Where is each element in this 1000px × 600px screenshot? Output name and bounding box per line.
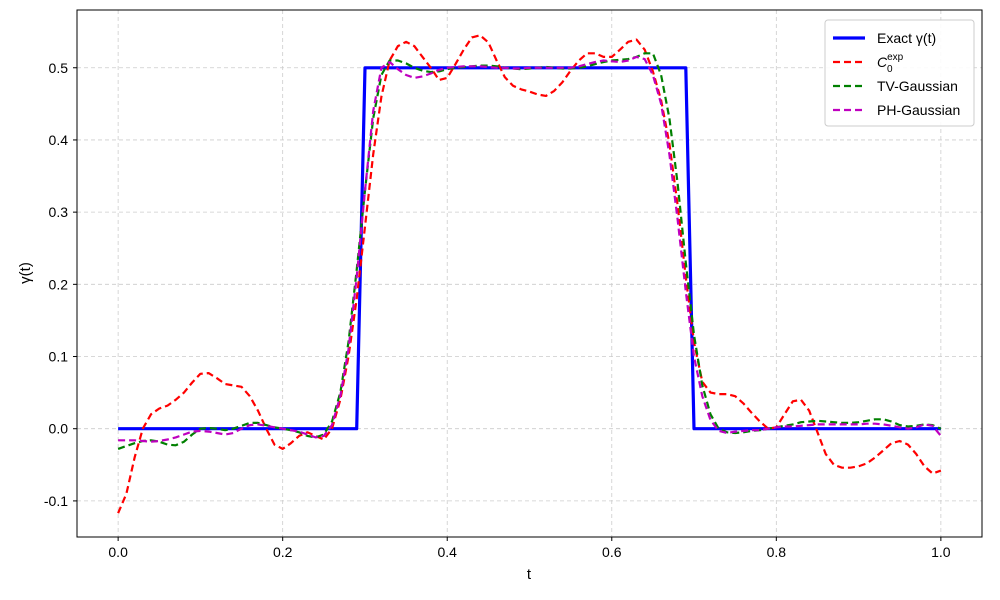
y-tick-label: 0.5 [49,60,69,76]
legend-label: Cexp 0 [877,52,904,75]
y-tick-label: 0.2 [49,276,69,292]
series-layer [117,34,942,514]
x-tick-label: 0.8 [767,544,787,560]
y-tick-label: 0.3 [49,204,69,220]
x-tick-label: 0.2 [273,544,293,560]
legend-box [824,19,975,127]
series-line-ph-gaussian [118,55,942,443]
x-axis-label: t [527,566,532,583]
axis-ticks: 0.0 0.2 0.4 0.6 0.8 1.0 -0.1 0.0 0.1 0.2 0.3 0.4 0.5 [44,60,951,560]
legend-label: TV-Gaussian [877,78,958,94]
y-tick-label: 0.1 [49,349,69,365]
x-tick-label: 0.6 [602,544,622,560]
legend-label: PH-Gaussian [877,102,960,118]
x-tick-label: 0.4 [437,544,457,560]
y-axis-label: γ(t) [17,262,34,284]
plot-frame [76,9,983,538]
legend: Exact γ(t) Cexp 0 TV-Gaussian PH-Gaussian [824,19,975,127]
x-tick-label: 0.0 [108,544,128,560]
x-tick-label: 1.0 [931,544,951,560]
legend-label: Exact γ(t) [877,30,936,46]
y-tick-label: -0.1 [44,493,68,509]
series-line-c0exp [117,34,942,514]
y-tick-label: 0.4 [49,132,69,148]
y-tick-label: 0.0 [49,421,69,437]
